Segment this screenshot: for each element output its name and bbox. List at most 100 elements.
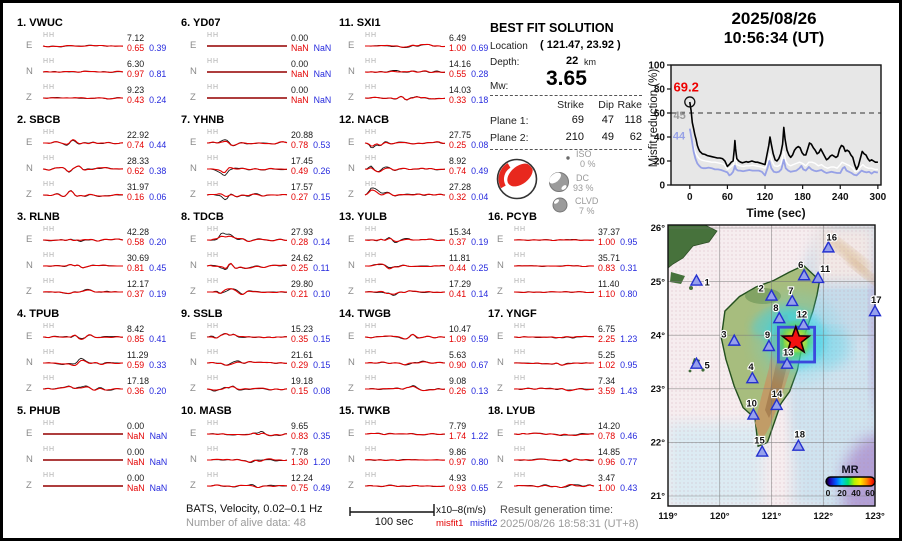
- peak-amplitude: 11.40: [598, 279, 620, 289]
- waveform-row-n: N HH 7.78 1.30 1.20: [181, 445, 343, 471]
- component-label: Z: [348, 92, 354, 103]
- waveform-values: 5.25 1.02 0.95: [598, 350, 650, 370]
- x-tick-label: 180: [794, 192, 811, 203]
- map-station-number: 2: [759, 284, 764, 295]
- misfit1-value: 0.41: [449, 289, 467, 299]
- waveform-plot: [364, 432, 446, 436]
- channel-label: HH: [43, 58, 56, 65]
- x-tick-label: 240: [832, 192, 849, 203]
- misfit2-value: 0.13: [471, 386, 489, 396]
- component-label: N: [26, 66, 33, 77]
- misfit2-value: NaN: [313, 95, 332, 105]
- component-label: Z: [190, 189, 196, 200]
- waveform-values: 12.17 0.37 0.19: [127, 279, 179, 299]
- focal-mechanism-beachball: [496, 158, 538, 200]
- time-scale-bar: [349, 504, 435, 516]
- dc-label: DC: [576, 173, 589, 183]
- component-label: N: [497, 260, 504, 271]
- channel-label: HH: [514, 252, 527, 259]
- peak-amplitude: 11.81: [449, 253, 471, 263]
- misfit2-value: 0.24: [149, 95, 167, 105]
- station-title: 15. TWKB: [339, 405, 391, 417]
- misfit-current: [689, 101, 878, 171]
- misfit1-value: 0.25: [449, 140, 467, 150]
- dc-percent: 93 %: [573, 183, 594, 193]
- waveform-row-z: Z HH 17.29 0.41 0.14: [339, 277, 501, 303]
- waveform-row-n: N HH 8.92 0.74 0.49: [339, 154, 501, 180]
- mr-colorbar: [825, 476, 876, 487]
- waveform-values: 10.47 1.09 0.59: [449, 324, 501, 344]
- map-station-number: 12: [797, 310, 808, 321]
- station-title: 6. YD07: [181, 17, 221, 29]
- waveform-row-n: N HH 14.16 0.55 0.28: [339, 57, 501, 83]
- alive-data-count: Number of alive data: 48: [186, 517, 306, 529]
- component-label: N: [190, 260, 197, 271]
- station-panel: 10. MASB E HH 9.65 0.83 0.35 N HH 7.78 1.…: [181, 405, 343, 501]
- channel-label: HH: [365, 84, 378, 91]
- waveform-row-z: Z HH 9.08 0.26 0.13: [339, 374, 501, 400]
- misfit2-value: 0.18: [471, 95, 489, 105]
- best-fit-solution-panel: BEST FIT SOLUTION Location ( 121.47, 23.…: [488, 15, 646, 225]
- station-title: 17. YNGF: [488, 308, 537, 320]
- waveform-values: 27.93 0.28 0.14: [291, 227, 343, 247]
- waveform-row-z: Z HH 29.80 0.21 0.10: [181, 277, 343, 303]
- waveform-values: 29.80 0.21 0.10: [291, 279, 343, 299]
- misfit2-value: 1.43: [620, 386, 638, 396]
- waveform-row-z: Z HH 4.93 0.93 0.65: [339, 471, 501, 497]
- component-label: N: [348, 260, 355, 271]
- channel-label: HH: [514, 323, 527, 330]
- waveform-plot: [42, 334, 123, 340]
- misfit1-value: 0.65: [127, 43, 145, 53]
- location-value: ( 121.47, 23.92 ): [540, 39, 621, 51]
- misfit1-value: 0.37: [449, 237, 467, 247]
- waveform-values: 14.16 0.55 0.28: [449, 59, 501, 79]
- component-label: N: [26, 260, 33, 271]
- map-station-number: 15: [754, 436, 765, 447]
- misfit1-value: 0.62: [127, 166, 145, 176]
- waveform-row-e: E HH 9.65 0.83 0.35: [181, 419, 343, 445]
- component-label: E: [190, 331, 197, 342]
- channel-label: HH: [43, 226, 56, 233]
- time-axis-label: Time (sec): [746, 206, 805, 220]
- misfit1-value: 0.74: [127, 140, 145, 150]
- channel-label: HH: [43, 472, 56, 479]
- waveform-row-n: N HH 30.69 0.81 0.45: [17, 251, 179, 277]
- misfit2-value: 0.15: [313, 360, 331, 370]
- waveform-values: 21.61 0.29 0.15: [291, 350, 343, 370]
- map-station-triangle: [868, 304, 882, 317]
- channel-label: HH: [207, 32, 220, 39]
- plane1-dip: 47: [601, 114, 614, 126]
- peak-amplitude: 0.00: [127, 473, 145, 483]
- component-label: E: [497, 331, 504, 342]
- map-station-number: 5: [704, 361, 710, 372]
- peak-amplitude: 4.93: [449, 473, 467, 483]
- misfit1-value: 0.85: [127, 334, 145, 344]
- channel-label: HH: [365, 323, 378, 330]
- lat-tick: 22°: [651, 438, 666, 449]
- channel-label: HH: [43, 129, 56, 136]
- misfit2-value: 0.15: [313, 334, 331, 344]
- lat-tick: 25°: [651, 277, 666, 288]
- misfit-reduction-chart: 0 20 40 60 80 100 0 60 120 180 240 300 69.2 45 44 Time …: [648, 61, 886, 221]
- waveform-row-n: N HH 11.29 0.59 0.33: [17, 348, 179, 374]
- station-title: 14. TWGB: [339, 308, 391, 320]
- component-label: E: [348, 428, 355, 439]
- waveform-plot: [364, 141, 446, 149]
- misfit2-value: 0.95: [620, 360, 638, 370]
- peak-amplitude: 14.85: [598, 447, 621, 457]
- station-panel: 1. VWUC E HH 7.12 0.65 0.39 N HH 6.30 0.9…: [17, 17, 179, 113]
- y-tick-label: 0: [659, 181, 665, 192]
- station-panel: 16. PCYB E HH 37.37 1.00 0.95 N HH 35.71 …: [488, 211, 650, 307]
- mw-value: 3.65: [546, 67, 587, 90]
- component-label: N: [348, 357, 355, 368]
- misfit1-value: 0.90: [449, 360, 467, 370]
- waveform-row-n: N HH 17.45 0.49 0.26: [181, 154, 343, 180]
- initial-misfit-marker: [684, 96, 696, 108]
- misfit2-value: 0.04: [471, 192, 489, 202]
- chart-annotation: 69.2: [674, 79, 699, 94]
- channel-label: HH: [207, 323, 220, 330]
- channel-label: HH: [43, 323, 56, 330]
- misfit2-value: NaN: [313, 69, 332, 79]
- peak-amplitude: 8.42: [127, 324, 145, 334]
- waveform-values: 17.57 0.27 0.15: [291, 182, 343, 202]
